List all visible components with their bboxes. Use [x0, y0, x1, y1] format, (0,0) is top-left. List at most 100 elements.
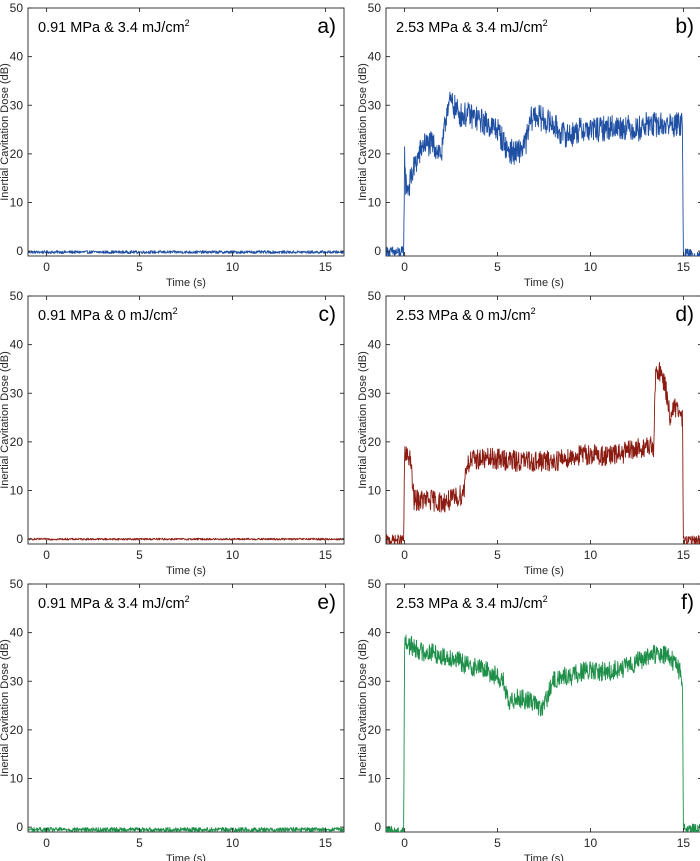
data-line — [28, 250, 344, 255]
x-tick-label: 0 — [401, 836, 408, 850]
condition-label: 0.91 MPa & 3.4 mJ/cm2 — [38, 594, 190, 612]
data-line — [386, 91, 700, 256]
condition-label: 2.53 MPa & 3.4 mJ/cm2 — [396, 18, 548, 36]
panel-letter: e) — [317, 591, 336, 614]
y-tick-label: 40 — [368, 626, 382, 640]
panel-letter: b) — [675, 15, 694, 38]
y-tick-label: 40 — [10, 50, 24, 64]
condition-label: 2.53 MPa & 3.4 mJ/cm2 — [396, 594, 548, 612]
y-axis-label: Inertial Cavitation Dose (dB) — [0, 63, 11, 201]
y-tick-label: 30 — [368, 386, 382, 400]
y-tick-label: 10 — [10, 196, 24, 210]
x-axis-label: Time (s) — [166, 277, 206, 289]
x-tick-label: 15 — [319, 836, 333, 850]
x-axis-label: Time (s) — [524, 565, 564, 577]
x-tick-label: 5 — [494, 836, 501, 850]
panel-a: 0 5 10 15 0 10 20 30 40 50 Time (s) Inertial Cavita… — [0, 1, 345, 289]
y-tick-label: 40 — [368, 50, 382, 64]
data-line — [28, 826, 344, 832]
x-tick-label: 5 — [494, 548, 501, 562]
panel-letter: c) — [319, 303, 337, 326]
axes-box — [385, 7, 700, 257]
axes-box — [27, 583, 345, 833]
y-tick-label: 10 — [368, 196, 382, 210]
x-tick-label: 5 — [136, 836, 143, 850]
y-tick-label: 40 — [10, 338, 24, 352]
x-tick-label: 10 — [584, 836, 598, 850]
y-tick-label: 10 — [10, 772, 24, 786]
x-tick-label: 15 — [677, 548, 691, 562]
condition-label: 0.91 MPa & 3.4 mJ/cm2 — [38, 18, 190, 36]
panel-letter: a) — [317, 15, 336, 38]
y-tick-label: 50 — [10, 289, 24, 303]
panel-d: 0 5 10 15 0 10 20 30 40 50 Time (s) Inertial Cavita… — [357, 289, 700, 577]
y-tick-label: 20 — [368, 147, 382, 161]
condition-label: 0.91 MPa & 0 mJ/cm2 — [38, 306, 178, 324]
x-tick-label: 0 — [43, 260, 50, 274]
x-tick-label: 5 — [136, 260, 143, 274]
y-tick-label: 10 — [10, 484, 24, 498]
axes-box — [27, 295, 345, 545]
y-axis-label: Inertial Cavitation Dose (dB) — [357, 63, 369, 201]
x-tick-label: 10 — [226, 260, 240, 274]
x-tick-label: 0 — [401, 548, 408, 562]
y-tick-label: 30 — [10, 674, 24, 688]
x-axis-label: Time (s) — [524, 853, 564, 861]
y-tick-label: 50 — [368, 1, 382, 15]
x-axis-label: Time (s) — [166, 853, 206, 861]
y-tick-label: 0 — [374, 532, 381, 546]
x-tick-label: 0 — [43, 836, 50, 850]
x-tick-label: 10 — [226, 548, 240, 562]
y-tick-label: 50 — [368, 289, 382, 303]
y-tick-label: 30 — [368, 674, 382, 688]
panel-letter: d) — [675, 303, 694, 326]
y-tick-label: 0 — [16, 820, 23, 834]
y-tick-label: 50 — [368, 577, 382, 591]
y-tick-label: 10 — [368, 772, 382, 786]
panel-e: 0 5 10 15 0 10 20 30 40 50 Time (s) Inertial Cavita… — [0, 577, 345, 861]
x-tick-label: 10 — [584, 548, 598, 562]
y-axis-label: Inertial Cavitation Dose (dB) — [357, 351, 369, 489]
y-tick-label: 40 — [10, 626, 24, 640]
panel-letter: f) — [681, 591, 694, 614]
y-tick-label: 50 — [10, 1, 24, 15]
y-tick-label: 0 — [374, 244, 381, 258]
x-axis-label: Time (s) — [166, 565, 206, 577]
x-tick-label: 15 — [677, 836, 691, 850]
axes-box — [385, 295, 700, 545]
y-tick-label: 0 — [374, 820, 381, 834]
panel-f: 0 5 10 15 0 10 20 30 40 50 Time (s) Inertial Cavita… — [357, 577, 700, 861]
y-tick-label: 20 — [10, 435, 24, 449]
data-line — [386, 362, 700, 544]
y-tick-label: 10 — [368, 484, 382, 498]
panel-c: 0 5 10 15 0 10 20 30 40 50 Time (s) Inertial Cavita… — [0, 289, 345, 577]
y-tick-label: 20 — [10, 723, 24, 737]
y-tick-label: 0 — [16, 532, 23, 546]
y-tick-label: 20 — [10, 147, 24, 161]
y-axis-label: Inertial Cavitation Dose (dB) — [0, 351, 11, 489]
y-tick-label: 20 — [368, 435, 382, 449]
y-tick-label: 30 — [10, 98, 24, 112]
x-tick-label: 15 — [319, 548, 333, 562]
y-tick-label: 40 — [368, 338, 382, 352]
x-tick-label: 5 — [136, 548, 143, 562]
y-axis-label: Inertial Cavitation Dose (dB) — [357, 639, 369, 777]
x-tick-label: 5 — [494, 260, 501, 274]
panel-b: 0 5 10 15 0 10 20 30 40 50 Time (s) Inertial Cavita… — [357, 1, 700, 289]
y-tick-label: 0 — [16, 244, 23, 258]
data-line — [28, 537, 344, 541]
x-tick-label: 15 — [677, 260, 691, 274]
x-tick-label: 10 — [226, 836, 240, 850]
condition-label: 2.53 MPa & 0 mJ/cm2 — [396, 306, 536, 324]
x-tick-label: 0 — [43, 548, 50, 562]
y-tick-label: 20 — [368, 723, 382, 737]
y-tick-label: 30 — [368, 98, 382, 112]
x-axis-label: Time (s) — [524, 277, 564, 289]
y-axis-label: Inertial Cavitation Dose (dB) — [0, 639, 11, 777]
x-tick-label: 0 — [401, 260, 408, 274]
axes-box — [27, 7, 345, 257]
x-tick-label: 10 — [584, 260, 598, 274]
y-tick-label: 30 — [10, 386, 24, 400]
x-tick-label: 15 — [319, 260, 333, 274]
